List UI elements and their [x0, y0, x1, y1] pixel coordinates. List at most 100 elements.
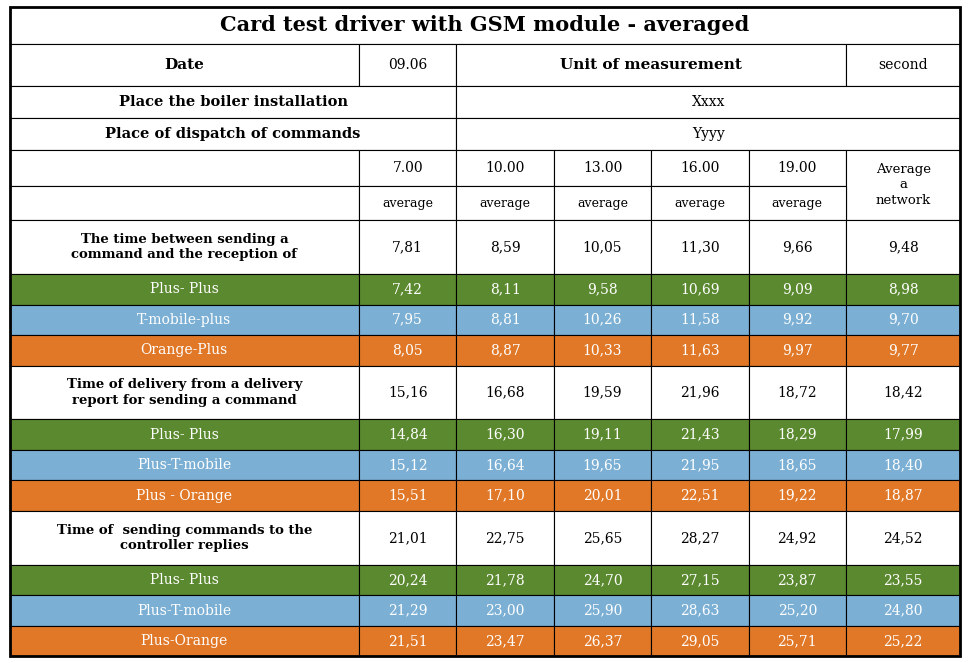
Bar: [10, 481, 359, 511]
Text: 16.00: 16.00: [679, 161, 719, 175]
Bar: [650, 186, 748, 220]
Text: Plus- Plus: Plus- Plus: [150, 573, 219, 587]
Text: 7,42: 7,42: [391, 282, 422, 296]
Text: 23,55: 23,55: [883, 573, 922, 587]
Text: 21,51: 21,51: [388, 634, 427, 648]
Bar: [845, 565, 959, 595]
Bar: [748, 511, 845, 565]
Text: 9,70: 9,70: [887, 313, 918, 327]
Bar: [10, 450, 359, 481]
Text: average: average: [771, 196, 822, 210]
Bar: [10, 86, 456, 118]
Text: 16,64: 16,64: [484, 458, 524, 472]
Text: second: second: [877, 58, 927, 72]
Bar: [553, 450, 650, 481]
Bar: [845, 511, 959, 565]
Text: 9,66: 9,66: [781, 240, 812, 254]
Text: The time between sending a
command and the reception of: The time between sending a command and t…: [72, 233, 297, 261]
Bar: [359, 511, 456, 565]
Bar: [456, 565, 553, 595]
Text: average: average: [673, 196, 725, 210]
Bar: [359, 44, 456, 86]
Bar: [650, 595, 748, 626]
Text: T-mobile-plus: T-mobile-plus: [137, 313, 232, 327]
Text: 25,65: 25,65: [582, 531, 621, 545]
Bar: [359, 565, 456, 595]
Text: 11,58: 11,58: [679, 313, 719, 327]
Bar: [456, 86, 959, 118]
Bar: [845, 420, 959, 450]
Bar: [10, 304, 359, 335]
Bar: [845, 335, 959, 365]
Text: 18,40: 18,40: [883, 458, 922, 472]
Text: 8,59: 8,59: [489, 240, 520, 254]
Text: 24,92: 24,92: [777, 531, 816, 545]
Text: 19,65: 19,65: [582, 458, 621, 472]
Bar: [748, 186, 845, 220]
Bar: [359, 304, 456, 335]
Bar: [748, 335, 845, 365]
Bar: [553, 595, 650, 626]
Bar: [553, 186, 650, 220]
Text: Plus-T-mobile: Plus-T-mobile: [138, 458, 232, 472]
Bar: [456, 44, 845, 86]
Bar: [359, 595, 456, 626]
Bar: [359, 274, 456, 304]
Bar: [553, 420, 650, 450]
Bar: [748, 595, 845, 626]
Text: Plus- Plus: Plus- Plus: [150, 428, 219, 442]
Bar: [748, 481, 845, 511]
Text: 8,11: 8,11: [489, 282, 520, 296]
Text: 10,69: 10,69: [679, 282, 719, 296]
Bar: [748, 220, 845, 274]
Bar: [650, 481, 748, 511]
Bar: [553, 511, 650, 565]
Text: 8,98: 8,98: [887, 282, 918, 296]
Bar: [650, 304, 748, 335]
Bar: [748, 150, 845, 186]
Text: 11,63: 11,63: [679, 343, 719, 357]
Bar: [845, 274, 959, 304]
Text: 21,01: 21,01: [388, 531, 427, 545]
Text: 7,81: 7,81: [391, 240, 422, 254]
Text: 21,29: 21,29: [388, 603, 427, 618]
Bar: [456, 150, 553, 186]
Text: 28,27: 28,27: [679, 531, 719, 545]
Text: 10,05: 10,05: [582, 240, 621, 254]
Text: 9,48: 9,48: [887, 240, 918, 254]
Text: 23,47: 23,47: [484, 634, 524, 648]
Text: 09.06: 09.06: [388, 58, 427, 72]
Bar: [10, 511, 359, 565]
Text: 9,58: 9,58: [586, 282, 617, 296]
Text: 23,87: 23,87: [777, 573, 816, 587]
Text: Card test driver with GSM module - averaged: Card test driver with GSM module - avera…: [220, 15, 749, 35]
Bar: [456, 595, 553, 626]
Bar: [456, 186, 553, 220]
Bar: [553, 304, 650, 335]
Text: 8,05: 8,05: [392, 343, 422, 357]
Text: 25,90: 25,90: [582, 603, 621, 618]
Bar: [748, 420, 845, 450]
Text: 26,37: 26,37: [582, 634, 621, 648]
Text: 10,33: 10,33: [582, 343, 621, 357]
Text: 7,95: 7,95: [391, 313, 422, 327]
Text: average: average: [577, 196, 627, 210]
Bar: [359, 481, 456, 511]
Text: Place the boiler installation: Place the boiler installation: [118, 95, 347, 109]
Text: 17,10: 17,10: [484, 489, 524, 503]
Text: Time of  sending commands to the
controller replies: Time of sending commands to the controll…: [56, 524, 312, 552]
Bar: [359, 450, 456, 481]
Text: 15,16: 15,16: [388, 385, 427, 400]
Bar: [845, 220, 959, 274]
Bar: [845, 595, 959, 626]
Bar: [553, 565, 650, 595]
Text: 9,09: 9,09: [781, 282, 812, 296]
Text: 7.00: 7.00: [392, 161, 422, 175]
Bar: [748, 626, 845, 656]
Bar: [845, 450, 959, 481]
Text: 14,84: 14,84: [388, 428, 427, 442]
Bar: [748, 450, 845, 481]
Bar: [10, 7, 959, 44]
Bar: [650, 274, 748, 304]
Text: 21,95: 21,95: [679, 458, 719, 472]
